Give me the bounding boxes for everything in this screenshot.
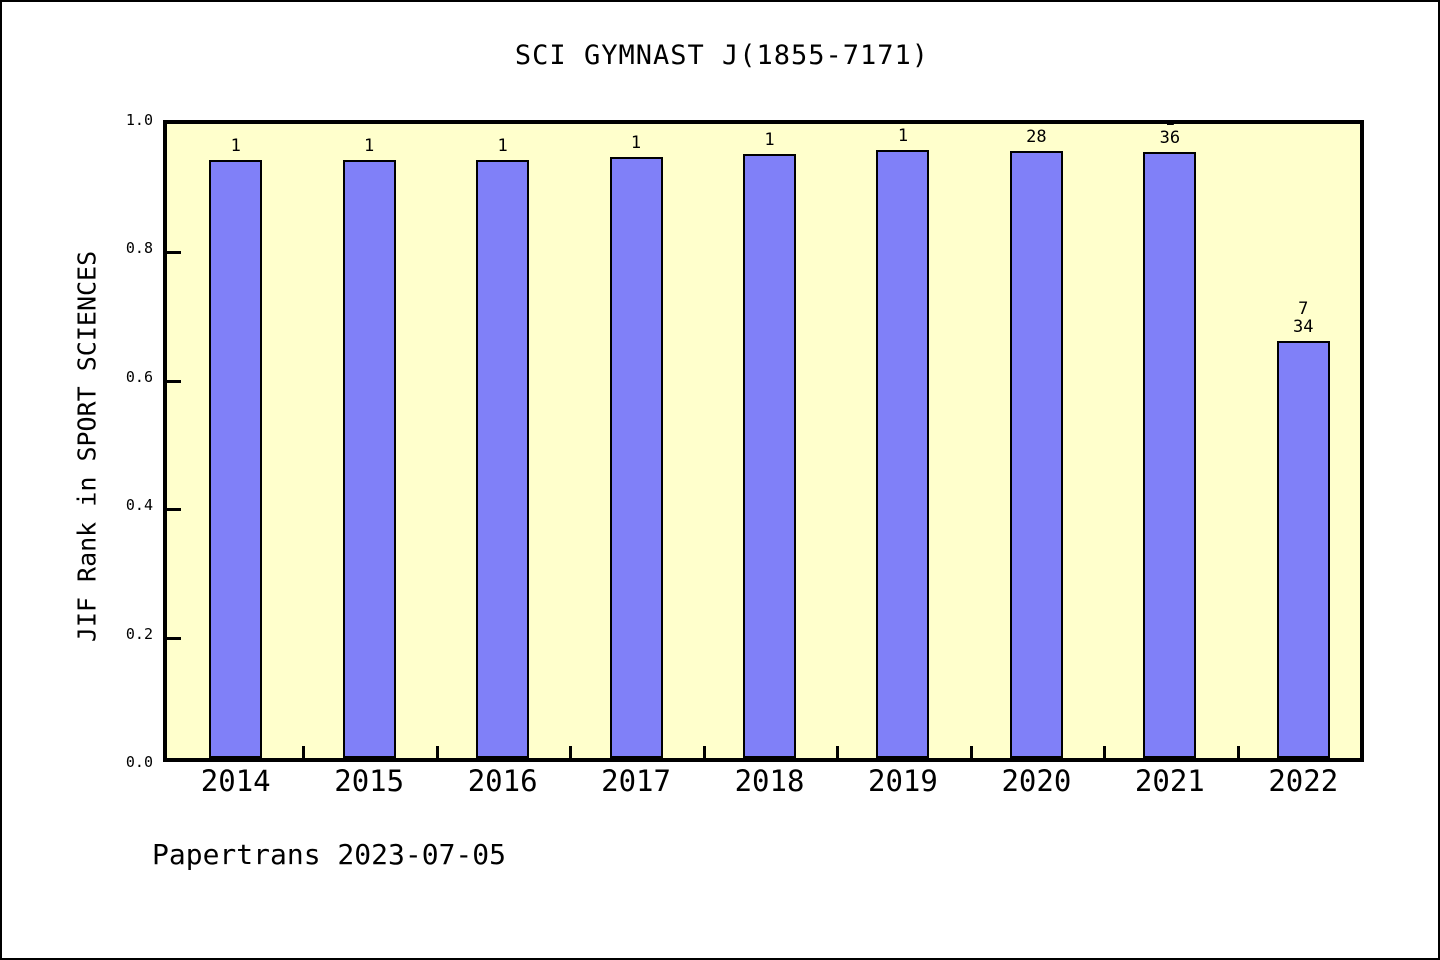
y-axis-tick-labels: 0.0 0.2 0.4 0.6 0.8 1.0: [87, 111, 153, 771]
bar-2020[interactable]: [1009, 150, 1063, 758]
bar-2016[interactable]: [476, 159, 530, 758]
x-tick-label-2016: 2016: [467, 764, 538, 798]
bar-2014[interactable]: [209, 159, 263, 758]
y-tick-label-1.0: 1.0: [125, 111, 153, 129]
x-tick-label-2020: 2020: [1001, 764, 1072, 798]
y-tick-mark: [167, 379, 181, 383]
x-tick-label-2018: 2018: [734, 764, 805, 798]
x-tick-mark: [1236, 746, 1240, 758]
y-tick-label-0.2: 0.2: [125, 624, 153, 643]
plot-area: 111111128136734: [163, 120, 1364, 762]
bar-value-label-2018: 1: [713, 131, 826, 149]
bar-value-label-2014: 1: [179, 137, 292, 155]
y-tick-mark: [167, 636, 181, 640]
y-tick-label-0.8: 0.8: [125, 239, 153, 258]
x-tick-mark: [836, 746, 840, 758]
x-tick-label-2019: 2019: [868, 764, 938, 798]
x-tick-label-2015: 2015: [334, 764, 405, 798]
y-tick-label-0.4: 0.4: [125, 496, 153, 515]
x-tick-label-2014: 2014: [200, 764, 271, 798]
bar-value-numerator: 1: [497, 135, 508, 156]
bar-value-numerator: 1: [1113, 124, 1226, 129]
bar-2017[interactable]: [609, 157, 663, 758]
y-tick-mark: [167, 508, 181, 512]
x-tick-mark: [302, 746, 306, 758]
bar-value-label-2022: 7 34: [1247, 300, 1360, 336]
x-tick-mark: [969, 746, 973, 758]
bar-value-denominator: 34: [1293, 316, 1314, 337]
bar-value-label-2015: 1: [313, 137, 426, 155]
x-tick-mark: [435, 746, 439, 758]
x-axis-tick-labels: 2014 2015 2016 2017 2018 2019 2020 2021 2022: [163, 764, 1364, 808]
x-tick-mark: [569, 746, 573, 758]
x-tick-mark: [702, 746, 706, 758]
bar-value-label-2017: 1: [580, 134, 693, 152]
bar-2019[interactable]: [876, 150, 930, 758]
y-tick-mark: [167, 251, 181, 255]
bar-2021[interactable]: [1143, 151, 1197, 758]
x-tick-label-2017: 2017: [601, 764, 671, 798]
bar-value-denominator: 28: [1026, 126, 1047, 147]
bar-value-numerator: 1: [230, 135, 241, 156]
bar-value-label-2020: 128: [980, 124, 1093, 147]
bar-value-numerator: 1: [897, 126, 909, 147]
bar-value-label-2016: 1: [446, 137, 559, 155]
bar-value-denominator: 36: [1159, 127, 1181, 148]
bar-value-numerator: 1: [364, 135, 375, 156]
x-tick-label-2022: 2022: [1268, 764, 1339, 798]
bar-value-label-2019: 1: [846, 127, 959, 145]
footer-note: Papertrans 2023-07-05: [152, 838, 507, 871]
y-tick-label-0.6: 0.6: [125, 367, 153, 386]
chart-title: SCI GYMNAST J(1855-7171): [514, 40, 930, 71]
bar-2022[interactable]: [1276, 340, 1330, 758]
bar-2018[interactable]: [743, 153, 796, 758]
y-tick-label-0.0: 0.0: [125, 753, 153, 771]
bar-2015[interactable]: [342, 159, 396, 758]
bar-value-numerator: 1: [764, 129, 775, 150]
bar-value-numerator: 7: [1298, 298, 1309, 319]
bar-value-numerator: 1: [630, 133, 642, 154]
bar-value-label-2021: 136: [1113, 124, 1226, 148]
bar-value-numerator: 1: [980, 124, 1093, 128]
x-tick-label-2021: 2021: [1134, 764, 1205, 798]
x-tick-mark: [1103, 746, 1107, 758]
